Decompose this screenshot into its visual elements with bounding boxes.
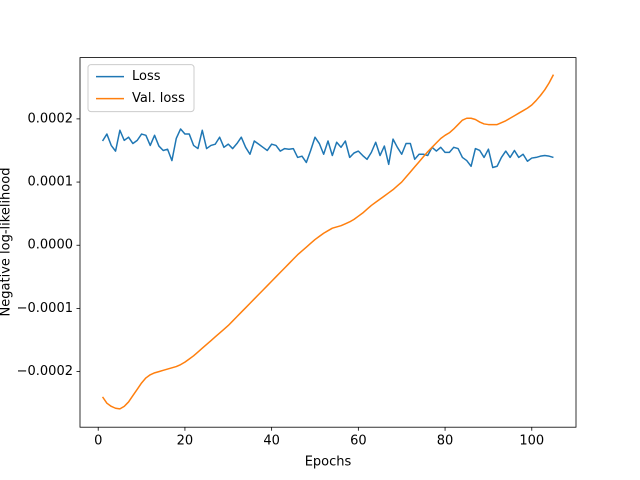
y-tick-label: 0.0001 — [28, 175, 74, 190]
y-tick-label: 0.0002 — [28, 111, 74, 126]
x-tick-label: 20 — [177, 434, 194, 449]
line-series — [101, 74, 555, 410]
y-axis-label: Negative log-likelihood — [0, 168, 14, 317]
x-tick-label: 0 — [94, 434, 102, 449]
x-axis-label: Epochs — [305, 455, 352, 470]
y-tick-label: −0.0002 — [17, 364, 73, 379]
x-tick-label: 60 — [350, 434, 367, 449]
line-series — [101, 128, 554, 169]
plot-frame — [79, 57, 577, 428]
x-tick-label: 80 — [437, 434, 454, 449]
legend-label: Val. loss — [132, 91, 185, 106]
x-tick-label: 100 — [519, 434, 544, 449]
y-tick-label: 0.0000 — [28, 238, 74, 253]
legend-label: Loss — [132, 69, 161, 84]
y-tick-label: −0.0001 — [17, 301, 73, 316]
x-tick-label: 40 — [263, 434, 280, 449]
